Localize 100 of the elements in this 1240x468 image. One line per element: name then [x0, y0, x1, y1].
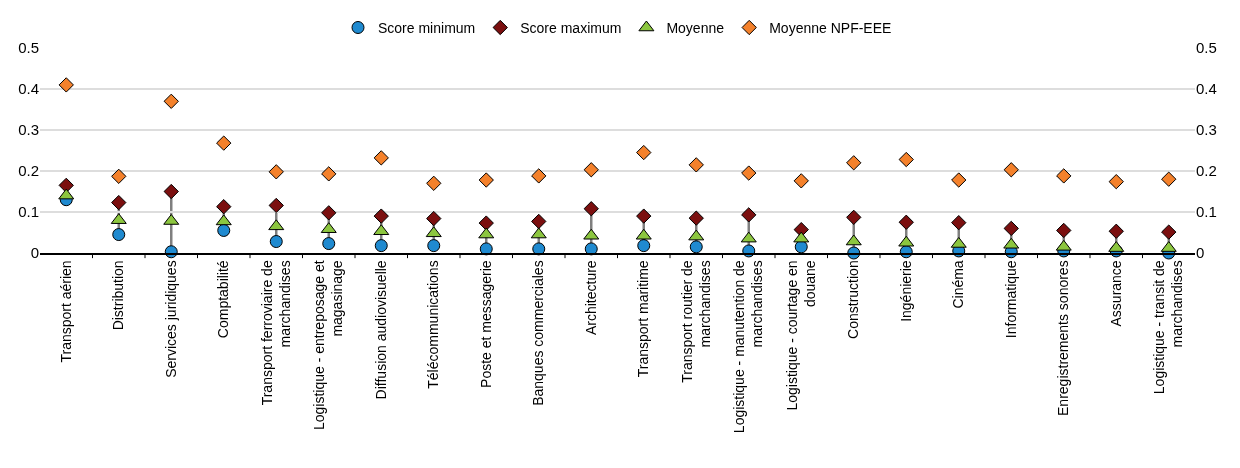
x-tick-label: Transport aérien [57, 260, 74, 363]
point [688, 210, 704, 226]
point [58, 177, 74, 193]
point [898, 235, 915, 247]
x-tick-label: Construction [845, 260, 862, 339]
point [531, 213, 547, 230]
y-tick-label: 0.2 [18, 162, 39, 180]
x-tick-label: Transport maritime [635, 260, 652, 378]
y-tick-label: 0 [30, 244, 39, 262]
point [425, 226, 442, 238]
point [58, 77, 74, 93]
x-tick-label: Distribution [110, 260, 127, 331]
point [845, 234, 862, 246]
point [1056, 168, 1072, 184]
point [740, 231, 757, 243]
x-tick-label: Transport routier de marchandises [678, 260, 713, 383]
y2-tick-label: 0.5 [1196, 39, 1217, 57]
point [478, 227, 495, 239]
y-tick-label: 0.4 [18, 80, 39, 98]
point [163, 183, 179, 200]
point [531, 168, 547, 184]
x-tick-label: Architecture [582, 260, 599, 336]
y2-tick-label: 0 [1196, 244, 1205, 262]
point [373, 208, 389, 224]
point [111, 194, 127, 211]
legend-label: Moyenne NPF-EEE [769, 19, 892, 36]
point [111, 168, 127, 184]
point [1161, 224, 1177, 240]
x-tick-label: Assurance [1107, 260, 1124, 327]
point [636, 208, 652, 224]
point [530, 227, 547, 239]
point [846, 209, 862, 225]
y-tick-label: 0.1 [18, 203, 39, 221]
point [1161, 171, 1177, 187]
x-tick-label: Services juridiques [162, 260, 179, 378]
x-tick-label: Comptabilité [215, 260, 232, 339]
point [950, 236, 967, 248]
x-tick-label: Logistique - transit de marchandises [1151, 260, 1186, 395]
x-tick-label: Ingénierie [897, 260, 914, 322]
x-tick-label: Diffusion audiovisuelle [372, 260, 389, 400]
point [163, 93, 179, 109]
point [793, 173, 809, 189]
y2-tick-label: 0.2 [1196, 162, 1217, 180]
point [322, 237, 336, 251]
point [268, 164, 284, 180]
point [583, 162, 599, 178]
point [112, 228, 126, 242]
point [1003, 237, 1020, 249]
point [637, 239, 651, 253]
point [898, 214, 914, 230]
point [215, 214, 232, 226]
point [217, 223, 231, 237]
point [741, 207, 757, 223]
x-tick-label: Transport ferroviaire de marchandises [258, 260, 293, 406]
point [951, 215, 967, 231]
point [793, 231, 810, 243]
legend-label: Score minimum [378, 19, 476, 36]
point [1108, 174, 1124, 190]
point [268, 219, 285, 231]
y-tick-label: 0.5 [18, 39, 39, 57]
point [321, 205, 337, 221]
point [373, 150, 389, 166]
point [689, 240, 703, 254]
point [58, 188, 75, 200]
point [951, 172, 967, 188]
point [584, 242, 598, 256]
point [478, 215, 494, 231]
x-tick-label: Cinéma [950, 260, 967, 309]
x-tick-label: Informatique [1002, 260, 1019, 339]
point [846, 155, 862, 171]
point [636, 144, 652, 161]
legend-label: Score maximum [520, 19, 622, 36]
point [216, 135, 232, 151]
point [1108, 223, 1124, 239]
y2-tick-label: 0.1 [1196, 203, 1217, 221]
point [583, 228, 600, 240]
y2-tick-label: 0.3 [1196, 121, 1217, 139]
point [269, 235, 283, 249]
point [478, 172, 494, 188]
point [532, 242, 546, 256]
y-tick-label: 0.3 [18, 121, 39, 139]
point [898, 151, 914, 168]
point [1003, 220, 1019, 237]
point [583, 201, 599, 217]
point [479, 242, 493, 256]
point [268, 197, 284, 214]
x-tick-label: Banques commerciales [530, 260, 547, 406]
point [216, 199, 232, 215]
point [1003, 162, 1019, 178]
point [635, 228, 652, 240]
point [427, 239, 441, 253]
y2-tick-label: 0.4 [1196, 80, 1217, 98]
x-tick-label: Télécommunications [425, 260, 442, 389]
point [688, 157, 704, 173]
point [426, 175, 442, 191]
point [688, 229, 705, 241]
point [373, 224, 390, 236]
point [1056, 222, 1072, 239]
legend-label: Moyenne [666, 19, 725, 36]
point [426, 210, 442, 227]
